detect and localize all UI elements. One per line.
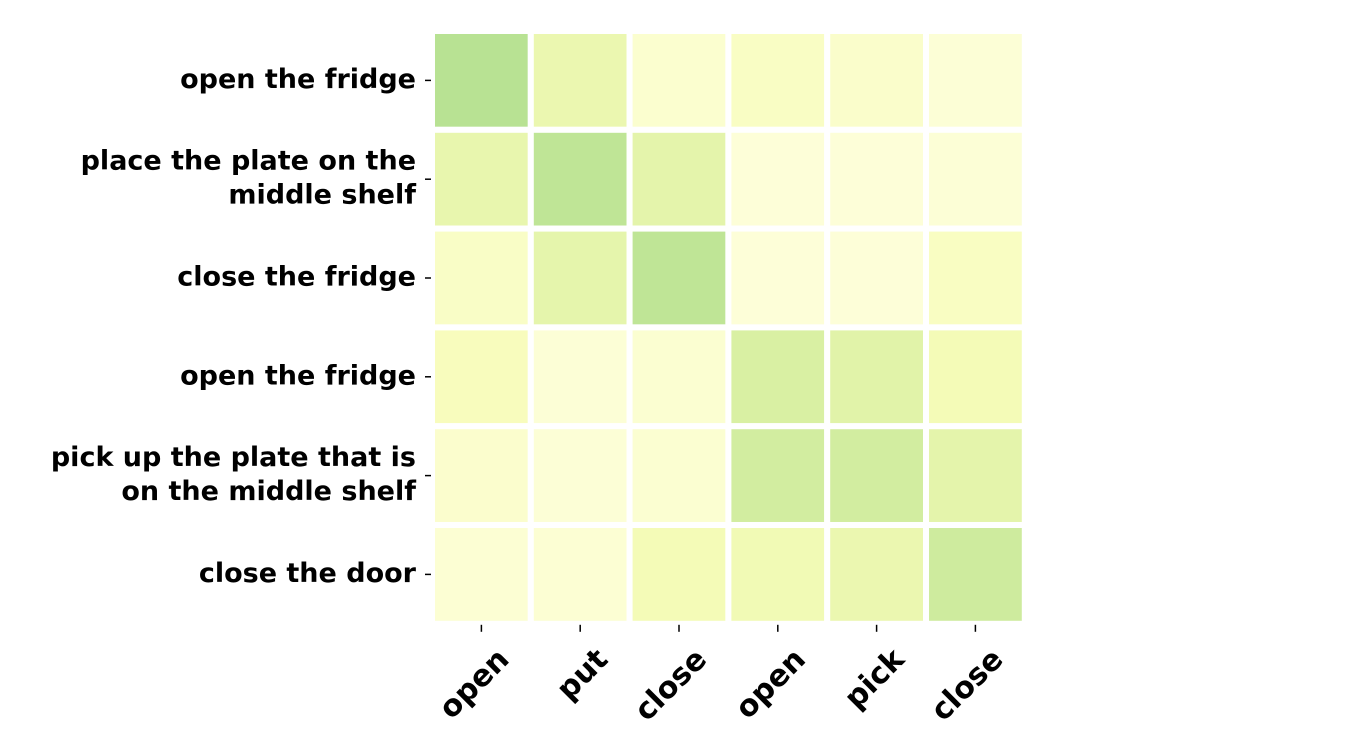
- row-label-4-line-1: open the fridge: [180, 360, 416, 391]
- heatmap-cell-r5-c4: [725, 423, 831, 529]
- heatmap-cell-r2-c2: [527, 126, 633, 232]
- heatmap-cell-r1-c4: [725, 28, 831, 133]
- heatmap-cell-r1-c5: [824, 28, 930, 133]
- heatmap-cell-r3-c3: [626, 225, 732, 331]
- heatmap-cells: [429, 28, 1028, 627]
- heatmap-cell-r4-c6: [923, 324, 1028, 430]
- heatmap-cell-r6-c4: [725, 522, 831, 627]
- heatmap-cell-r5-c6: [923, 423, 1028, 529]
- heatmap-cell-r3-c1: [429, 225, 534, 331]
- heatmap-cell-r5-c5: [824, 423, 930, 529]
- heatmap-cell-r4-c1: [429, 324, 534, 430]
- heatmap-cell-r4-c4: [725, 324, 831, 430]
- heatmap-cell-r4-c2: [527, 324, 633, 430]
- col-label-5: pick: [838, 641, 913, 716]
- heatmap-cell-r6-c6: [923, 522, 1028, 627]
- col-label-6: close: [924, 642, 1010, 728]
- col-label-2: put: [550, 642, 615, 707]
- row-label-5-line-1: pick up the plate that is: [51, 442, 416, 473]
- heatmap-cell-r6-c1: [429, 522, 534, 627]
- row-label-6-line-1: close the door: [199, 558, 417, 589]
- heatmap-cell-r2-c6: [923, 126, 1028, 232]
- heatmap-cell-r1-c2: [527, 28, 633, 133]
- row-label-2-line-1: place the plate on the: [81, 146, 416, 177]
- heatmap-cell-r6-c3: [626, 522, 732, 627]
- heatmap-cell-r6-c5: [824, 522, 930, 627]
- heatmap-cell-r3-c2: [527, 225, 633, 331]
- heatmap-cell-r4-c3: [626, 324, 732, 430]
- heatmap-cell-r5-c2: [527, 423, 633, 529]
- heatmap-cell-r1-c3: [626, 28, 732, 133]
- heatmap-cell-r6-c2: [527, 522, 633, 627]
- heatmap-cell-r1-c1: [429, 28, 534, 133]
- heatmap-cell-r5-c1: [429, 423, 534, 529]
- heatmap-cell-r3-c6: [923, 225, 1028, 331]
- row-label-1-line-1: open the fridge: [180, 64, 416, 95]
- heatmap-cell-r2-c4: [725, 126, 831, 232]
- heatmap-cell-r1-c6: [923, 28, 1028, 133]
- heatmap-cell-r5-c3: [626, 423, 732, 529]
- row-label-2-line-2: middle shelf: [228, 180, 416, 211]
- heatmap-cell-r2-c5: [824, 126, 930, 232]
- row-labels: open the fridge place the plate on themid…: [51, 64, 431, 589]
- heatmap-cell-r3-c5: [824, 225, 930, 331]
- row-label-5-line-2: on the middle shelf: [121, 476, 416, 507]
- row-label-3-line-1: close the fridge: [177, 262, 416, 293]
- column-labels: open put close open pick close: [432, 624, 1010, 728]
- heatmap-cell-r2-c1: [429, 126, 534, 232]
- heatmap-cell-r4-c5: [824, 324, 930, 430]
- heatmap-cell-r3-c4: [725, 225, 831, 331]
- col-label-1: open: [432, 642, 516, 726]
- col-label-3: close: [628, 642, 714, 728]
- heatmap-cell-r2-c3: [626, 126, 732, 232]
- col-label-4: open: [729, 642, 813, 726]
